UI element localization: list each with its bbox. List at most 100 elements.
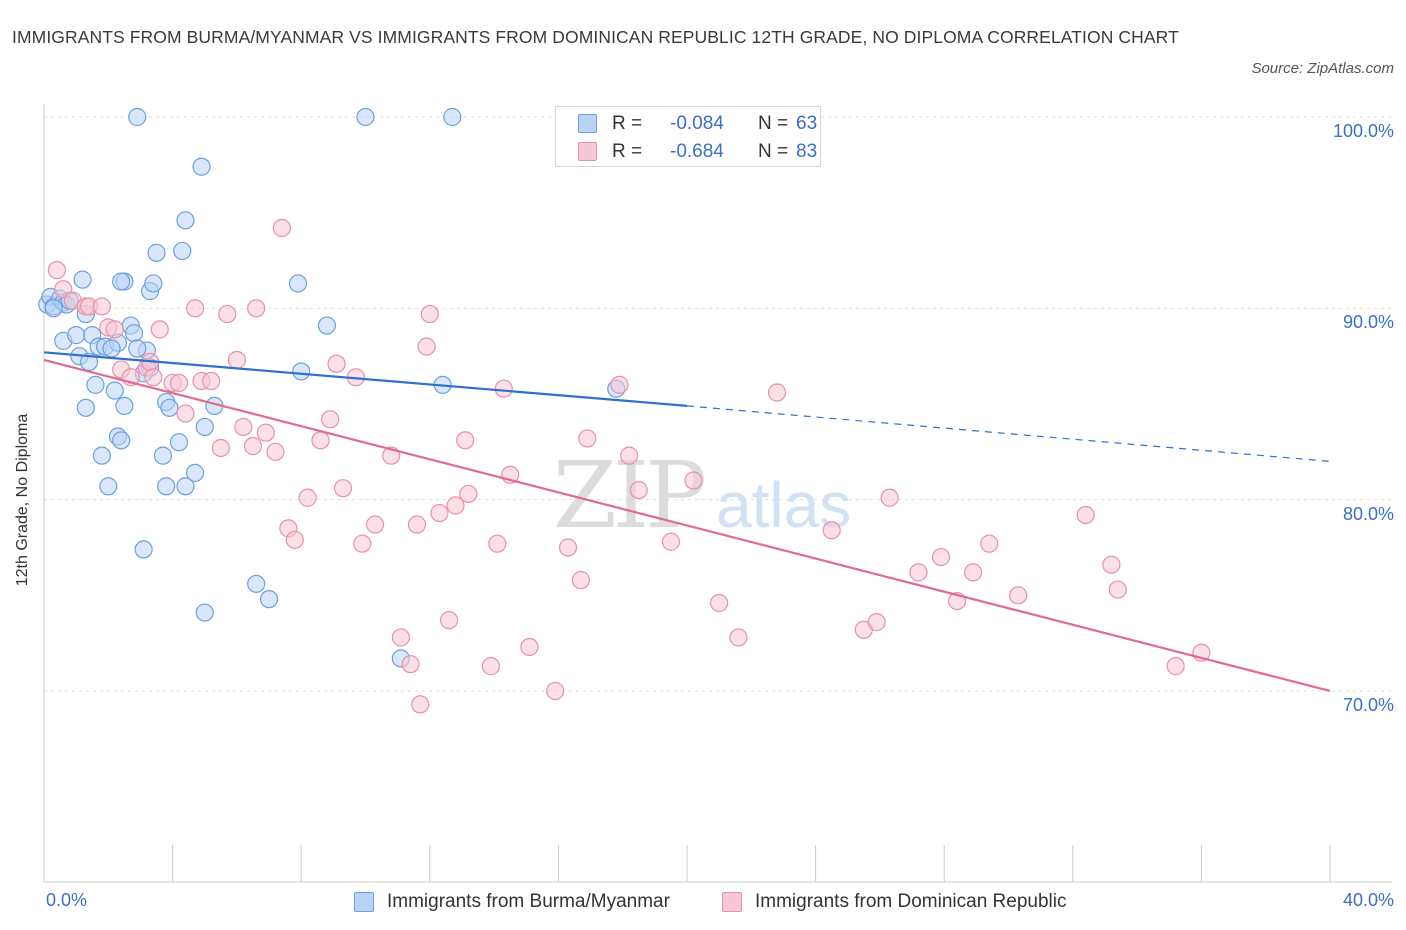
y-tick-label: 80.0% (1342, 503, 1394, 524)
point-burma (128, 339, 147, 358)
point-dominican (327, 354, 346, 373)
trend-lines (43, 351, 1331, 693)
point-dominican (391, 628, 410, 647)
point-burma (105, 381, 124, 400)
point-burma (99, 477, 118, 496)
point-dominican (234, 417, 253, 437)
point-dominican (211, 438, 230, 458)
point-burma (169, 433, 189, 452)
legend-n-label: N = (758, 113, 789, 134)
point-burma (247, 574, 266, 593)
trend-line-dominican (43, 358, 1331, 693)
axes (43, 104, 1392, 883)
point-dominican (144, 368, 163, 387)
point-dominican (169, 373, 189, 393)
series-swatch-burma (354, 892, 374, 912)
point-dominican (266, 442, 285, 461)
point-dominican (202, 371, 221, 391)
point-dominican (710, 593, 729, 613)
point-dominican (446, 496, 465, 515)
point-dominican (353, 534, 372, 553)
point-burma (44, 299, 63, 318)
point-dominican (880, 488, 899, 507)
point-burma (144, 274, 163, 293)
point-dominican (546, 681, 565, 701)
point-burma (153, 446, 173, 465)
x-tick-label: 0.0% (46, 890, 88, 910)
point-burma (115, 396, 134, 416)
point-dominican (558, 538, 578, 557)
point-dominican (285, 530, 304, 549)
stats-legend: R = -0.084 N = 63 R = -0.684 N = 83 (555, 106, 821, 167)
point-dominican (578, 429, 597, 448)
point-dominican (321, 410, 340, 429)
point-dominican (822, 521, 841, 540)
point-burma (157, 477, 176, 496)
point-dominican (150, 320, 169, 339)
point-burma (443, 107, 462, 127)
point-dominican (610, 375, 629, 394)
point-dominican (272, 218, 292, 238)
trend-line-burma-extension (686, 405, 1331, 462)
legend-r-value: -0.084 (670, 113, 724, 134)
point-dominican (105, 320, 124, 339)
point-dominican (931, 547, 951, 567)
point-burma (73, 270, 92, 289)
point-burma (92, 446, 111, 465)
point-dominican (620, 446, 639, 465)
series-label-dominican: Immigrants from Dominican Republic (755, 891, 1067, 912)
point-dominican (1102, 555, 1121, 574)
point-dominican (92, 297, 111, 316)
legend-r-label: R = (612, 113, 643, 134)
point-burma (176, 211, 195, 230)
y-axis-label: 12th Grade, No Diploma (14, 413, 31, 587)
legend-r-label: R = (612, 141, 643, 162)
trend-line-burma (43, 351, 688, 408)
legend-swatch-dominican (578, 142, 597, 161)
legend-n-value: 63 (796, 113, 818, 134)
watermark: ZIP atlas (553, 442, 851, 549)
point-dominican (298, 488, 317, 507)
point-burma (67, 326, 86, 345)
point-dominican (1108, 580, 1127, 599)
y-axis-label-wrap: 12th Grade, No Diploma (8, 300, 38, 700)
point-burma (112, 272, 131, 291)
point-burma (292, 362, 311, 381)
point-dominican (767, 383, 787, 402)
data-points (38, 107, 1211, 714)
point-dominican (661, 532, 681, 551)
series-label-burma: Immigrants from Burma/Myanmar (387, 891, 670, 912)
point-dominican (401, 655, 420, 674)
y-tick-label: 90.0% (1342, 312, 1394, 333)
point-dominican (417, 337, 436, 356)
x-tick-label: 40.0% (1342, 890, 1394, 910)
point-burma (160, 398, 179, 417)
point-dominican (488, 534, 507, 553)
point-dominican (571, 570, 591, 590)
point-burma (102, 339, 121, 358)
point-dominican (1076, 505, 1095, 525)
point-dominican (311, 431, 330, 450)
point-burma (134, 540, 153, 559)
point-dominican (176, 404, 195, 423)
point-dominican (909, 563, 928, 582)
point-dominican (459, 484, 478, 504)
point-burma (195, 417, 214, 437)
point-dominican (867, 613, 886, 632)
point-dominican (964, 563, 983, 582)
point-dominican (333, 479, 353, 498)
point-burma (195, 603, 214, 622)
series-legend-burma: Immigrants from Burma/Myanmar (354, 889, 714, 915)
point-burma (317, 316, 337, 335)
point-dominican (227, 350, 246, 370)
point-burma (192, 157, 211, 176)
point-burma (86, 375, 105, 394)
point-burma (128, 107, 147, 127)
series-swatch-dominican (722, 892, 742, 912)
point-dominican (520, 637, 539, 657)
point-dominican (481, 657, 500, 676)
point-burma (79, 352, 99, 372)
source-label: Source: ZipAtlas.com (1251, 60, 1394, 77)
point-burma (112, 431, 131, 450)
